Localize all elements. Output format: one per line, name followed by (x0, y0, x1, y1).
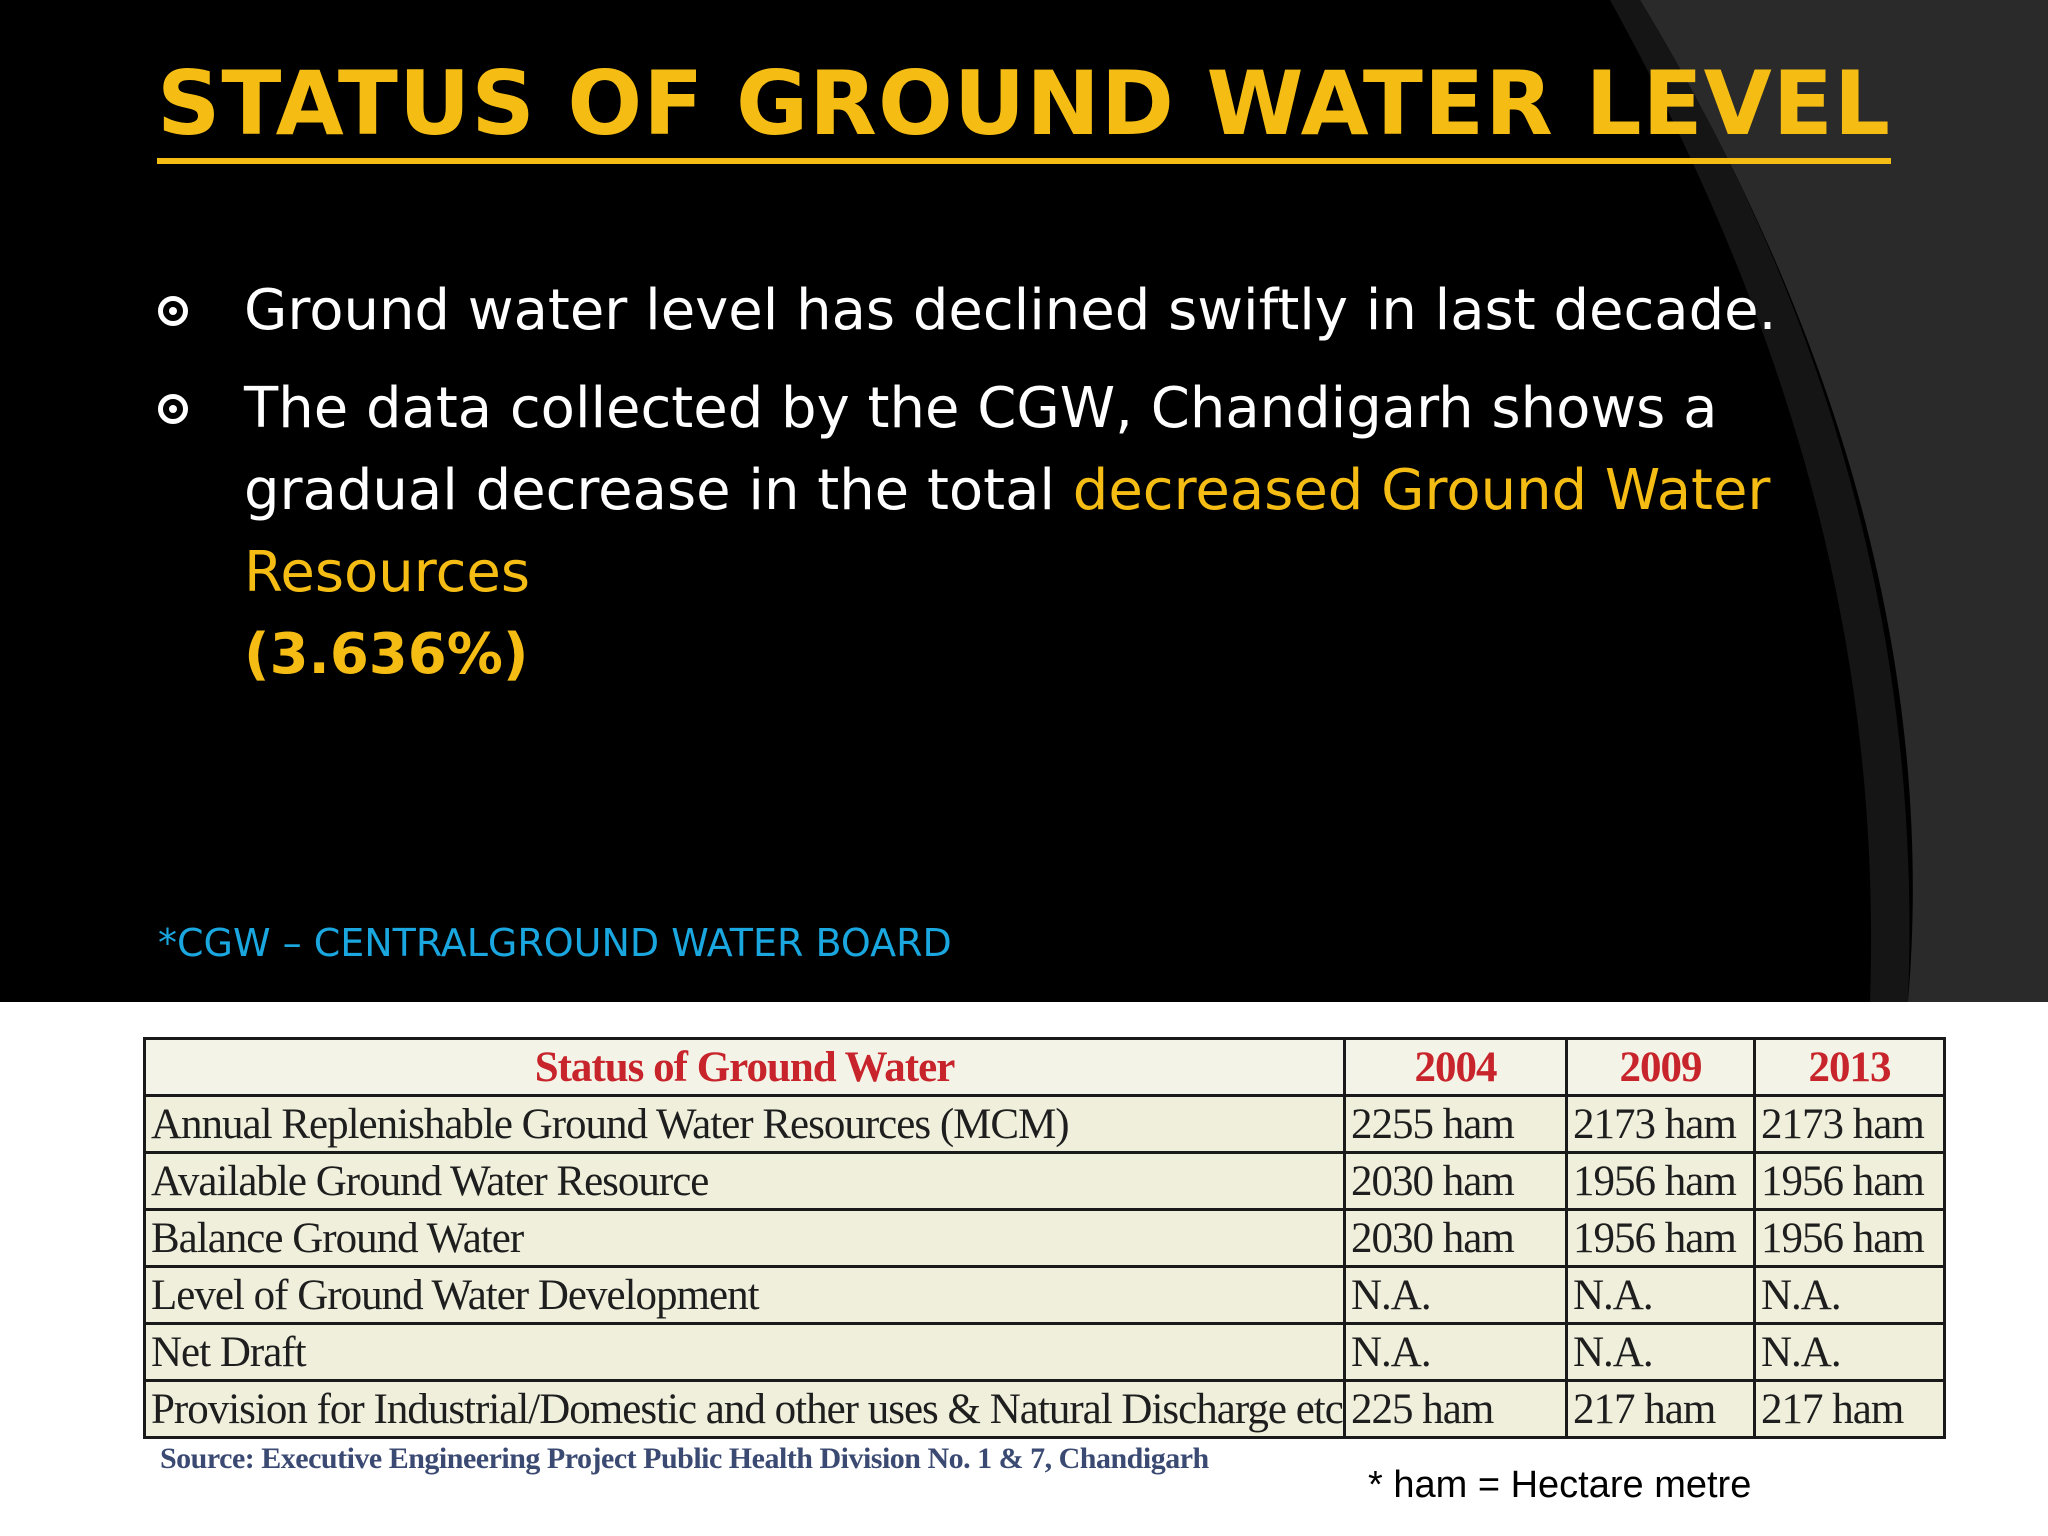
table-cell: 217 ham (1565, 1379, 1756, 1439)
table-cell: 1956 ham (1753, 1151, 1946, 1211)
table-cell: N.A. (1565, 1265, 1756, 1325)
table-header-row: Status of Ground Water 2004 2009 2013 (143, 1037, 1946, 1097)
table-cell: N.A. (1565, 1322, 1756, 1382)
bullet-item-1: Ground water level has declined swiftly … (158, 270, 1898, 352)
abbreviation-note: *CGW – CENTRALGROUND WATER BOARD (158, 921, 952, 965)
table-cell: Balance Ground Water (143, 1208, 1346, 1268)
table-cell: 2173 ham (1565, 1094, 1756, 1154)
bullet-highlight: decreased Ground Water Resources (244, 458, 1771, 605)
table-cell: 1956 ham (1753, 1208, 1946, 1268)
bullet-list: Ground water level has declined swiftly … (158, 270, 1898, 712)
table-row: Level of Ground Water Development N.A. N… (143, 1265, 1946, 1325)
table-header: Status of Ground Water (143, 1037, 1346, 1097)
table-row: Net Draft N.A. N.A. N.A. (143, 1322, 1946, 1382)
slide-dark-area: STATUS OF GROUND WATER LEVEL Ground wate… (0, 0, 2048, 1002)
slide-title-text: STATUS OF GROUND WATER LEVEL (157, 52, 1891, 164)
table-header: 2009 (1565, 1037, 1756, 1097)
table-cell: Level of Ground Water Development (143, 1265, 1346, 1325)
bullet-item-2: The data collected by the CGW, Chandigar… (158, 368, 1898, 696)
table-cell: Annual Replenishable Ground Water Resour… (143, 1094, 1346, 1154)
table-row: Provision for Industrial/Domestic and ot… (143, 1379, 1946, 1439)
table-source: Source: Executive Engineering Project Pu… (160, 1442, 1209, 1475)
table-header: 2004 (1343, 1037, 1568, 1097)
table-cell: 2173 ham (1753, 1094, 1946, 1154)
table-cell: N.A. (1343, 1265, 1568, 1325)
table-header: 2013 (1753, 1037, 1946, 1097)
circle-bullet-icon (158, 394, 188, 424)
table-row: Available Ground Water Resource 2030 ham… (143, 1151, 1946, 1211)
table-cell: 2030 ham (1343, 1208, 1568, 1268)
table-cell: N.A. (1753, 1322, 1946, 1382)
table-cell: 2255 ham (1343, 1094, 1568, 1154)
table-cell: 225 ham (1343, 1379, 1568, 1439)
circle-bullet-icon (158, 296, 188, 326)
table-cell: N.A. (1753, 1265, 1946, 1325)
table-row: Annual Replenishable Ground Water Resour… (143, 1094, 1946, 1154)
table-cell: 1956 ham (1565, 1151, 1756, 1211)
table-row: Balance Ground Water 2030 ham 1956 ham 1… (143, 1208, 1946, 1268)
table-cell: Available Ground Water Resource (143, 1151, 1346, 1211)
background-swoosh (1610, 0, 2048, 1002)
bullet-text: The data collected by the CGW, Chandigar… (244, 376, 1718, 523)
slide-title: STATUS OF GROUND WATER LEVEL (0, 52, 2048, 164)
table-cell: Provision for Industrial/Domestic and ot… (143, 1379, 1346, 1439)
table-cell: N.A. (1343, 1322, 1568, 1382)
table-cell: Net Draft (143, 1322, 1346, 1382)
bullet-highlight-percent: (3.636%) (244, 622, 529, 687)
table-cell: 2030 ham (1343, 1151, 1568, 1211)
unit-note: * ham = Hectare metre (1368, 1464, 1752, 1506)
ground-water-table: Status of Ground Water 2004 2009 2013 An… (143, 1037, 1946, 1439)
table-cell: 217 ham (1753, 1379, 1946, 1439)
bullet-text: Ground water level has declined swiftly … (244, 278, 1777, 343)
ground-water-table-image: Status of Ground Water 2004 2009 2013 An… (143, 1037, 1946, 1439)
table-cell: 1956 ham (1565, 1208, 1756, 1268)
